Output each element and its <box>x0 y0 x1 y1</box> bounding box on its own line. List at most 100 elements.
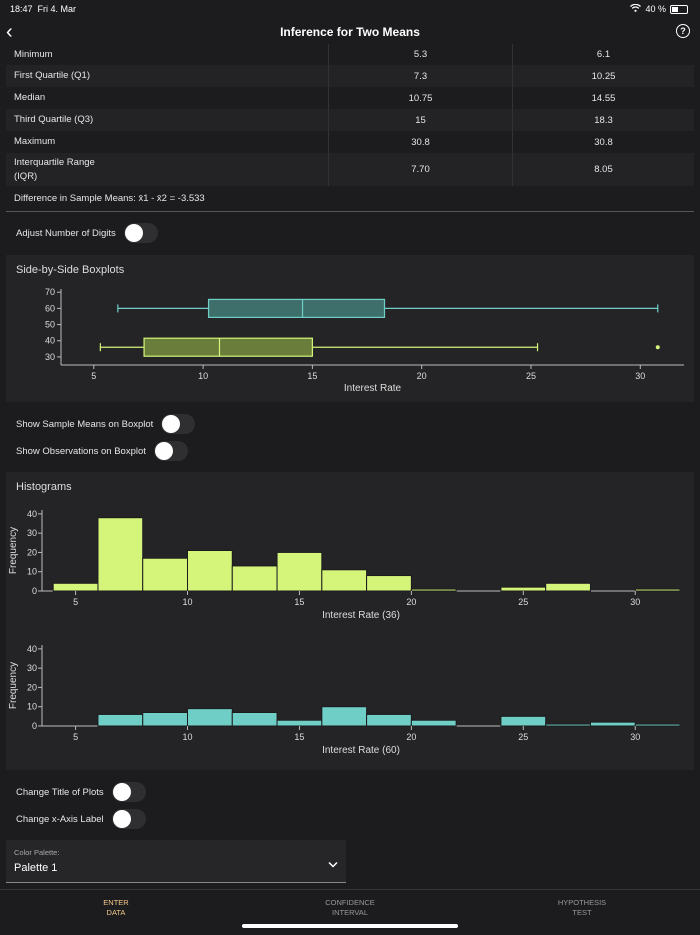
boxplot-x-tick-label: 10 <box>198 371 208 381</box>
histogram-bar <box>321 569 368 592</box>
histogram-y-tick-label: 20 <box>27 547 37 557</box>
boxplot-panel-title: Side-by-Side Boxplots <box>16 264 125 276</box>
histogram-bar <box>410 588 457 592</box>
histogram-y-tick-label: 40 <box>27 644 37 654</box>
adjust-digits-label: Adjust Number of Digits <box>16 227 116 239</box>
stats-label: Maximum <box>6 131 329 153</box>
histogram-y-axis-label: Frequency <box>8 527 19 574</box>
show-means-label: Show Sample Means on Boxplot <box>16 418 154 430</box>
histogram-bar <box>97 517 144 592</box>
color-palette-label: Color Palette: <box>14 848 60 857</box>
stats-row: Minimum 5.3 6.1 <box>6 44 694 65</box>
show-observations-row: Show Observations on Boxplot <box>16 440 188 462</box>
histogram-bar <box>52 582 99 592</box>
stats-value-group2: 8.05 <box>594 164 613 175</box>
tab-enter-data-line1: ENTER <box>103 898 129 907</box>
help-icon[interactable]: ? <box>676 24 690 38</box>
histogram-x-tick-label: 30 <box>630 597 640 607</box>
wifi-icon <box>630 3 642 14</box>
show-observations-toggle[interactable] <box>153 441 188 461</box>
histogram-y-tick-label: 20 <box>27 682 37 692</box>
histogram-bar <box>276 719 323 727</box>
stats-row: First Quartile (Q1) 7.3 10.25 <box>6 65 694 87</box>
color-palette-select[interactable]: Color Palette: Palette 1 <box>6 840 346 883</box>
stats-label: Minimum <box>6 44 329 65</box>
histogram-bar <box>276 551 323 592</box>
histogram-bar <box>366 713 412 727</box>
stats-value-group1: 10.75 <box>328 87 513 109</box>
battery-icon <box>670 4 688 14</box>
histogram-y-tick-label: 30 <box>27 528 37 538</box>
status-date: Fri 4. Mar <box>37 4 77 14</box>
stats-row: Median 10.75 14.55 <box>6 87 694 109</box>
histogram-y-axis-label: Frequency <box>8 662 19 709</box>
boxplot-x-tick-label: 20 <box>417 371 427 381</box>
tab-hypothesis-test[interactable]: HYPOTHESIS TEST <box>512 898 652 918</box>
boxplot-y-tick-label: 60 <box>45 303 55 313</box>
histogram-bar <box>97 713 144 727</box>
histogram-bar <box>187 708 233 727</box>
boxplot-x-axis-label: Interest Rate <box>344 383 402 394</box>
histogram-y-tick-label: 10 <box>27 702 37 712</box>
show-means-toggle[interactable] <box>161 414 196 434</box>
histograms-chart: 0 10 20 30 40 5 10 15 20 25 30 Interest Rate (36) Fr… <box>8 509 681 756</box>
adjust-digits-toggle[interactable] <box>123 223 158 243</box>
histogram-x-tick-label: 10 <box>183 597 193 607</box>
boxplot-chart: 30 40 50 60 70 5 10 15 20 25 30 Interest Rate <box>45 287 684 394</box>
tab-confidence-interval[interactable]: CONFIDENCE INTERVAL <box>280 898 420 918</box>
boxplot-x-tick-label: 25 <box>526 371 536 381</box>
boxplot-y-tick-label: 70 <box>45 287 55 297</box>
histogram-bar <box>589 721 636 727</box>
boxplot-box <box>143 337 313 357</box>
change-title-label: Change Title of Plots <box>16 786 104 798</box>
boxplot-y-tick-label: 30 <box>45 352 55 362</box>
histogram-x-axis-label: Interest Rate (36) <box>322 610 400 621</box>
histogram-bar <box>545 723 591 727</box>
histogram-bar <box>231 565 278 592</box>
boxplot-y-tick-label: 40 <box>45 336 55 346</box>
histogram-bar <box>231 712 278 727</box>
histogram-y-tick-label: 0 <box>32 586 37 596</box>
stats-value-group2: 14.55 <box>591 92 616 104</box>
stats-value-group1: 5.3 <box>328 44 513 65</box>
histogram-bar <box>545 582 591 592</box>
histogram-x-tick-label: 20 <box>406 732 416 742</box>
tab-hypothesis-line1: HYPOTHESIS <box>557 898 607 907</box>
stats-label: Interquartile Range (IQR) <box>6 153 329 186</box>
stats-value-group1: 7.70 <box>328 153 513 186</box>
back-chevron-icon[interactable]: ‹ <box>6 21 13 43</box>
histogram-x-tick-label: 5 <box>73 732 78 742</box>
stats-value-group1: 7.3 <box>328 65 513 87</box>
histogram-y-tick-label: 30 <box>27 663 37 673</box>
stats-value-group2: 18.3 <box>594 114 613 126</box>
page-title: Inference for Two Means <box>280 25 420 39</box>
boxplot-y-tick-label: 50 <box>45 320 55 330</box>
status-bar: 18:47 Fri 4. Mar 40 % <box>0 0 700 18</box>
histogram-x-tick-label: 10 <box>183 732 193 742</box>
change-xaxis-label: Change x-Axis Label <box>16 813 104 825</box>
histogram-x-tick-label: 20 <box>406 597 416 607</box>
tab-bar: ENTER DATA CONFIDENCE INTERVAL HYPOTHESI… <box>0 889 700 935</box>
histogram-bar <box>634 588 681 592</box>
change-title-toggle[interactable] <box>111 782 146 802</box>
navigation-bar: ‹ Inference for Two Means ? <box>0 18 700 46</box>
tab-enter-data[interactable]: ENTER DATA <box>46 898 186 918</box>
histogram-x-tick-label: 15 <box>294 732 304 742</box>
histogram-y-tick-label: 10 <box>27 567 37 577</box>
boxplot-x-tick-label: 15 <box>307 371 317 381</box>
summary-stats-table: Minimum 5.3 6.1 First Quartile (Q1) 7.3 10.25… <box>6 44 694 186</box>
show-observations-label: Show Observations on Boxplot <box>16 445 146 457</box>
histogram-x-tick-label: 5 <box>73 597 78 607</box>
stats-label: First Quartile (Q1) <box>6 65 329 87</box>
histogram-bar <box>366 575 412 592</box>
histogram-bar <box>187 550 233 592</box>
histogram-y-tick-label: 0 <box>32 721 37 731</box>
change-xaxis-toggle[interactable] <box>111 809 146 829</box>
histogram-y-tick-label: 40 <box>27 509 37 519</box>
histograms-panel: Histograms 0 10 20 30 40 5 10 15 20 25 30 Interest … <box>6 472 694 770</box>
change-title-row: Change Title of Plots <box>16 781 146 803</box>
boxplot-box <box>207 298 386 319</box>
change-xaxis-row: Change x-Axis Label <box>16 808 146 830</box>
histogram-x-axis-label: Interest Rate (60) <box>322 745 400 756</box>
show-means-row: Show Sample Means on Boxplot <box>16 413 196 435</box>
